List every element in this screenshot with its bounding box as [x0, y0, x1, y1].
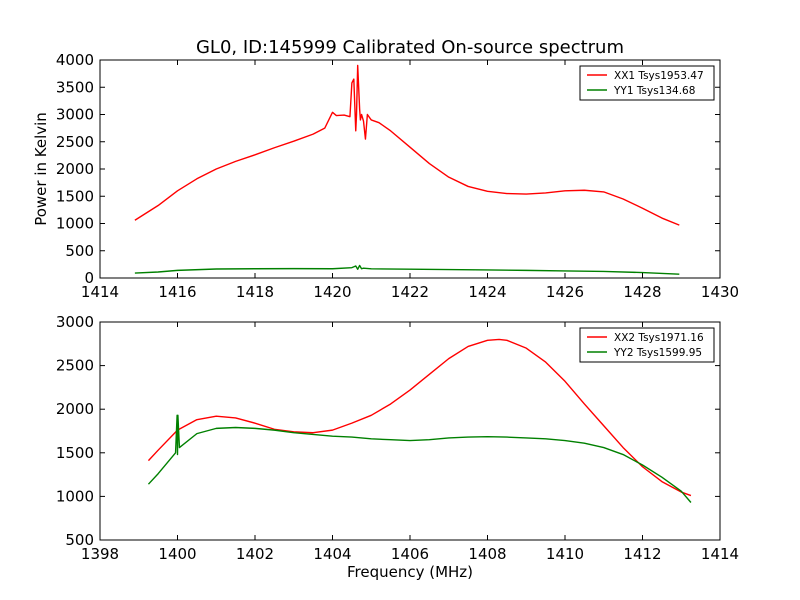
legend: XX2 Tsys1971.16 YY2 Tsys1599.95 — [579, 327, 715, 363]
legend-entry: XX1 Tsys1953.47 — [614, 70, 704, 82]
y-tick-label: 2500 — [56, 133, 94, 151]
x-tick-label: 1402 — [236, 545, 274, 563]
series-line-yy1 — [134, 264, 680, 275]
series-line-yy2 — [147, 414, 692, 503]
x-tick-label: 1418 — [236, 283, 274, 301]
chart-title: GL0, ID:145999 Calibrated On-source spec… — [196, 37, 624, 58]
bottom-panel: 1398 1400 1402 1404 1406 1408 1410 1412 1414 500 1… — [56, 313, 739, 563]
y-axis-label: Power in Kelvin — [32, 112, 50, 226]
legend-entry: YY2 Tsys1599.95 — [613, 347, 702, 359]
x-tick-label: 1410 — [546, 545, 584, 563]
x-tick-label: 1426 — [546, 283, 584, 301]
x-tick-label: 1398 — [81, 545, 119, 563]
legend: XX1 Tsys1953.47 YY1 Tsys134.68 — [579, 65, 715, 101]
y-tick-label: 4000 — [56, 51, 94, 69]
y-tick-label: 500 — [65, 531, 94, 549]
y-tick-label: 3500 — [56, 78, 94, 96]
y-tick-label: 1000 — [56, 487, 94, 505]
series-line-xx1 — [134, 64, 680, 226]
x-tick-label: 1422 — [391, 283, 429, 301]
x-tick-label: 1416 — [158, 283, 196, 301]
y-tick-label: 0 — [84, 269, 94, 287]
x-tick-label: 1430 — [701, 283, 739, 301]
y-tick-label: 500 — [65, 242, 94, 260]
series-line-xx2 — [147, 338, 692, 497]
y-tick-label: 3000 — [56, 106, 94, 124]
y-tick-label: 2000 — [56, 160, 94, 178]
legend-entry: YY1 Tsys134.68 — [613, 85, 695, 97]
y-tick-label: 1000 — [56, 215, 94, 233]
y-tick-label: 3000 — [56, 313, 94, 331]
x-tick-label: 1414 — [81, 283, 119, 301]
x-axis-label: Frequency (MHz) — [347, 563, 473, 581]
x-tick-label: 1414 — [701, 545, 739, 563]
y-tick-label: 1500 — [56, 444, 94, 462]
x-tick-label: 1404 — [313, 545, 351, 563]
x-tick-label: 1420 — [313, 283, 351, 301]
x-tick-label: 1406 — [391, 545, 429, 563]
top-panel: 1414 1416 1418 1420 1422 1424 1426 1428 1430 0 500… — [56, 51, 739, 301]
legend-box — [579, 65, 715, 101]
x-tick-label: 1400 — [158, 545, 196, 563]
x-tick-label: 1428 — [623, 283, 661, 301]
legend-entry: XX2 Tsys1971.16 — [614, 332, 704, 344]
y-tick-label: 2000 — [56, 400, 94, 418]
y-tick-label: 1500 — [56, 187, 94, 205]
y-tick-label: 2500 — [56, 357, 94, 375]
x-tick-label: 1424 — [468, 283, 506, 301]
x-tick-label: 1408 — [468, 545, 506, 563]
x-tick-label: 1412 — [623, 545, 661, 563]
legend-box — [579, 327, 715, 363]
